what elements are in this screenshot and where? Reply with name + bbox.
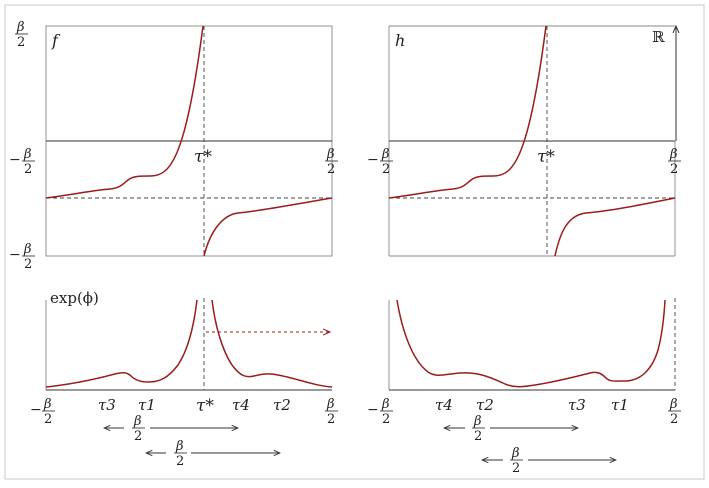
svg-text:2: 2	[176, 454, 184, 469]
svg-text:β: β	[16, 20, 25, 35]
svg-text:β: β	[473, 414, 482, 429]
svg-text:−: −	[30, 402, 42, 418]
svg-text:β: β	[326, 397, 335, 412]
panel-exp-label: exp(ϕ)	[50, 289, 99, 307]
outer-frame	[4, 4, 705, 480]
panel-exp2-curve	[396, 299, 666, 388]
panel-h-tau-star: τ*	[537, 147, 555, 167]
svg-text:β: β	[23, 147, 32, 162]
tick-tau-star: τ*	[196, 396, 214, 416]
panel-f-tau-star: τ*	[194, 147, 212, 167]
panel-exp2-tick-right: β 2	[668, 397, 681, 427]
svg-text:2: 2	[382, 412, 390, 427]
panel-exp-curve-left	[45, 299, 198, 388]
svg-text:2: 2	[670, 412, 678, 427]
svg-text:β: β	[511, 446, 520, 461]
tick-tau4-left: τ4	[232, 396, 250, 414]
svg-text:β: β	[326, 147, 335, 162]
panel-h-curve-right	[554, 197, 676, 257]
tick-tau3-left: τ3	[98, 396, 116, 414]
panel-f-tick-bottom: − β 2	[9, 242, 35, 272]
svg-text:−: −	[367, 152, 379, 168]
svg-text:2: 2	[327, 162, 335, 177]
panel-h-tick-left: − β 2	[367, 147, 393, 177]
tick-tau2-right: τ2	[476, 396, 494, 414]
width-arrow-lower-right: β 2	[482, 446, 616, 476]
panel-f: f τ* β 2 − β 2 β 2 − β 2	[9, 20, 338, 272]
panel-exp-phi-shifted: − β 2 β 2 τ4 τ2 τ3 τ1 β 2 β 2	[367, 298, 681, 476]
tick-tau1-left: τ1	[138, 396, 156, 414]
panel-h-label: h	[395, 31, 405, 50]
panel-h: h ℝ τ* − β 2 β 2	[367, 25, 681, 257]
svg-text:β: β	[133, 414, 142, 429]
svg-text:−: −	[9, 247, 21, 263]
panel-h-tick-right: β 2	[668, 147, 681, 177]
svg-text:2: 2	[134, 429, 142, 444]
svg-text:2: 2	[44, 412, 52, 427]
svg-text:2: 2	[474, 429, 482, 444]
panel-exp-curve-right	[211, 299, 333, 388]
width-arrow-upper-right: β 2	[444, 414, 578, 444]
svg-text:β: β	[669, 147, 678, 162]
svg-text:2: 2	[24, 162, 32, 177]
svg-text:2: 2	[670, 162, 678, 177]
svg-text:2: 2	[382, 162, 390, 177]
svg-text:β: β	[43, 397, 52, 412]
svg-text:−: −	[367, 402, 379, 418]
svg-text:β: β	[381, 147, 390, 162]
panel-exp2-tick-left: − β 2	[367, 397, 393, 427]
svg-text:β: β	[669, 397, 678, 412]
svg-text:β: β	[175, 439, 184, 454]
panel-f-tick-left: − β 2	[9, 147, 35, 177]
panel-f-curve-right	[203, 197, 333, 257]
tick-tau3-right: τ3	[568, 396, 586, 414]
svg-text:2: 2	[512, 461, 520, 476]
panel-f-tick-right: β 2	[325, 147, 338, 177]
panel-exp-tick-left: − β 2	[30, 397, 55, 427]
width-arrow-lower-left: β 2	[146, 439, 280, 469]
svg-text:2: 2	[24, 257, 32, 272]
width-arrow-upper-left: β 2	[104, 414, 238, 444]
tick-tau2-left: τ2	[273, 396, 291, 414]
panel-f-tick-top: β 2	[15, 20, 28, 50]
panel-h-reals-label: ℝ	[652, 28, 665, 46]
tick-tau4-right: τ4	[435, 396, 453, 414]
svg-text:β: β	[381, 397, 390, 412]
svg-text:2: 2	[327, 412, 335, 427]
tick-tau1-right: τ1	[611, 396, 629, 414]
panel-exp-phi: exp(ϕ) − β 2 β 2 τ3 τ1 τ* τ4 τ2 β 2 β	[30, 289, 338, 469]
panel-f-curve-left	[45, 25, 204, 199]
panel-f-label: f	[51, 31, 61, 50]
svg-text:β: β	[23, 242, 32, 257]
panel-exp-tick-right: β 2	[325, 397, 338, 427]
panel-h-curve-left	[388, 25, 547, 199]
svg-text:−: −	[9, 152, 21, 168]
svg-text:2: 2	[17, 35, 25, 50]
